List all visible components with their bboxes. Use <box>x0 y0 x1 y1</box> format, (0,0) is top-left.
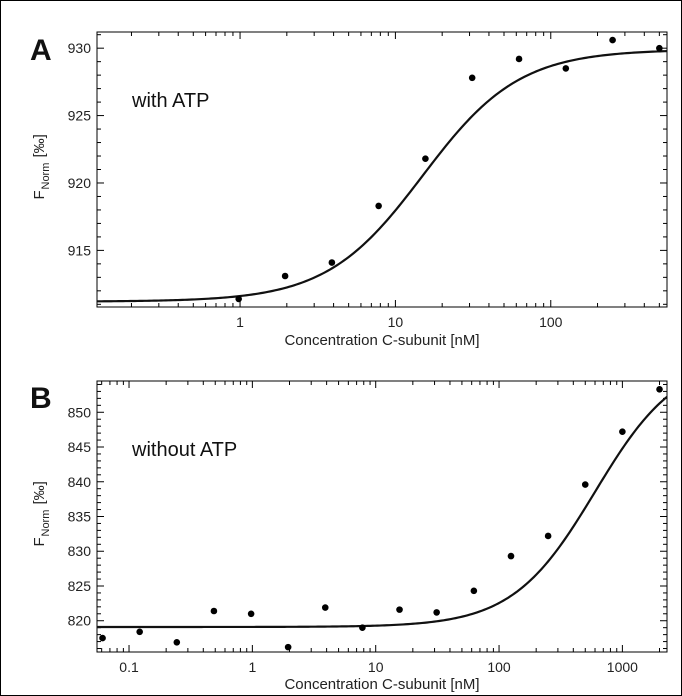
panel-a: 1 10 100 915 920 925 930 Concentration C-subuni… <box>30 31 668 349</box>
data-point <box>396 606 403 613</box>
y-tick-label: 915 <box>68 242 92 258</box>
fit-curve <box>97 395 668 629</box>
data-point <box>375 202 382 210</box>
data-point <box>328 259 336 266</box>
data-point <box>99 634 106 642</box>
y-tick-label: 830 <box>68 543 92 559</box>
y-tick-label: 930 <box>68 40 92 56</box>
data-point <box>581 481 589 488</box>
data-point <box>544 532 552 540</box>
y-axis-title-main: F <box>31 190 48 199</box>
data-point <box>656 44 663 52</box>
x-tick-label: 10 <box>388 314 404 330</box>
panel-b: 0.1 1 10 100 1000 820 825 830 835 840 845 850 Concen… <box>30 380 668 693</box>
panel-letter: A <box>30 34 52 67</box>
x-tick-label: 1000 <box>607 659 638 675</box>
data-point <box>562 65 570 72</box>
data-point <box>173 638 181 646</box>
x-tick-label: 1 <box>248 659 256 675</box>
panel-letter: B <box>30 382 52 415</box>
y-axis-title-subscript: Norm <box>40 163 52 190</box>
data-point <box>470 587 478 595</box>
data-point <box>507 552 515 560</box>
x-tick-label: 100 <box>487 659 511 675</box>
panel-annotation: with ATP <box>131 90 209 112</box>
y-axis-title-subscript: Norm <box>40 510 52 537</box>
y-axis-title-main: F <box>31 537 48 546</box>
data-point <box>210 607 218 615</box>
x-axis-title: Concentration C-subunit [nM] <box>284 676 479 693</box>
x-axis-title: Concentration C-subunit [nM] <box>284 332 479 349</box>
data-point <box>433 609 440 616</box>
x-tick-label: 1 <box>236 314 244 330</box>
data-point <box>235 295 242 303</box>
data-point <box>359 624 366 631</box>
data-point <box>422 155 429 163</box>
y-tick-label: 835 <box>68 509 92 525</box>
data-point <box>656 386 663 393</box>
data-point <box>619 428 626 436</box>
y-tick-label: 845 <box>68 439 92 455</box>
fit-curve <box>96 50 668 303</box>
y-tick-label: 825 <box>68 578 92 594</box>
data-point <box>281 272 289 280</box>
y-axis-title-unit: [‰] <box>31 134 48 157</box>
y-tick-label: 850 <box>68 404 92 420</box>
x-tick-label: 10 <box>368 659 384 675</box>
y-tick-label: 920 <box>68 175 92 191</box>
data-point <box>284 643 292 651</box>
y-tick-label: 840 <box>68 474 92 490</box>
data-point <box>136 628 143 636</box>
data-point <box>468 74 476 82</box>
data-point <box>515 55 523 63</box>
y-tick-label: 925 <box>68 108 92 124</box>
data-point <box>321 604 329 611</box>
x-tick-label: 0.1 <box>119 659 139 675</box>
y-tick-label: 820 <box>68 613 92 629</box>
x-tick-label: 100 <box>539 314 563 330</box>
panel-annotation: without ATP <box>131 439 237 461</box>
data-point <box>609 36 616 44</box>
data-point <box>247 610 255 618</box>
y-axis-title-unit: [‰] <box>31 481 48 504</box>
